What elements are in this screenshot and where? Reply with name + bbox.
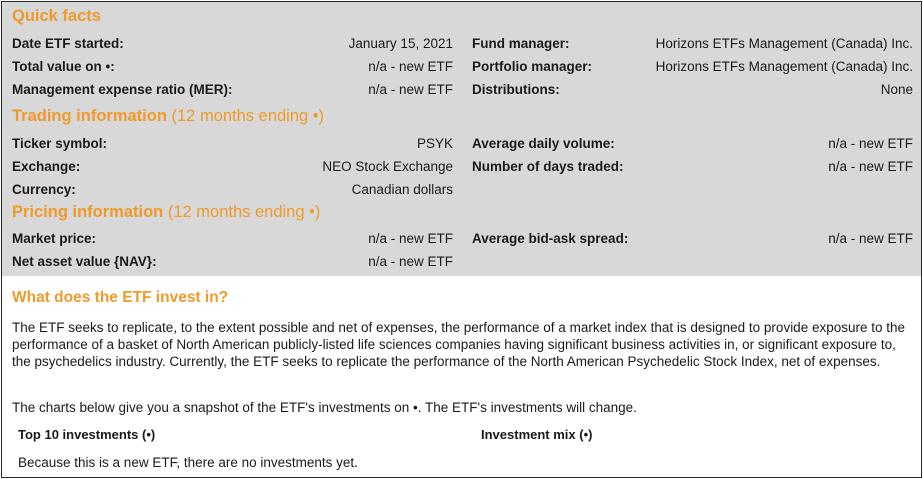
fact-value: n/a - new ETF [368, 59, 453, 74]
fact-value: n/a - new ETF [828, 159, 913, 174]
fact-label: Ticker symbol: [12, 136, 108, 151]
fact-label: Number of days traded: [472, 159, 624, 174]
trading-title: Trading information [12, 107, 167, 125]
fact-label: Portfolio manager: [472, 59, 593, 74]
invest-paragraph: The ETF seeks to replicate, to the exten… [12, 320, 906, 369]
facts-panel: Quick facts Date ETF started: January 15… [2, 2, 921, 276]
fact-label: Average daily volume: [472, 136, 615, 151]
fact-value: n/a - new ETF [368, 82, 453, 97]
fact-value: PSYK [416, 136, 453, 151]
fact-value: None [880, 82, 913, 97]
pricing-subtitle: (12 months ending •) [167, 203, 321, 221]
fact-value: n/a - new ETF [828, 136, 913, 151]
fact-value: January 15, 2021 [348, 36, 453, 51]
quick-facts-title: Quick facts [12, 7, 101, 25]
fact-label: Net asset value {NAV}: [12, 254, 157, 269]
top-10-label: Top 10 investments (•) [18, 427, 156, 442]
fact-label: Exchange: [12, 159, 81, 174]
fact-value: n/a - new ETF [828, 231, 913, 246]
fact-value: n/a - new ETF [368, 231, 453, 246]
fact-label: Average bid-ask spread: [472, 231, 629, 246]
fact-label: Fund manager: [472, 36, 570, 51]
fact-value: Horizons ETFs Management (Canada) Inc. [655, 36, 913, 51]
pricing-heading: Pricing information (12 months ending •) [12, 203, 320, 222]
fact-label: Management expense ratio (MER): [12, 82, 233, 97]
no-investments-note: Because this is a new ETF, there are no … [18, 455, 358, 470]
fact-label: Currency: [12, 182, 76, 197]
fact-label: Total value on •: [12, 59, 115, 74]
fact-label: Distributions: [472, 82, 560, 97]
fact-value: Canadian dollars [351, 182, 453, 197]
snapshot-paragraph: The charts below give you a snapshot of … [12, 400, 637, 415]
fact-label: Date ETF started: [12, 36, 124, 51]
trading-heading: Trading information (12 months ending •) [12, 107, 324, 126]
quick-facts-heading: Quick facts [12, 7, 101, 26]
pricing-title: Pricing information [12, 203, 164, 221]
fact-value: NEO Stock Exchange [322, 159, 453, 174]
invest-heading: What does the ETF invest in? [12, 289, 229, 306]
trading-subtitle: (12 months ending •) [171, 107, 325, 125]
fact-value: n/a - new ETF [368, 254, 453, 269]
investment-mix-label: Investment mix (•) [481, 427, 593, 442]
fact-value: Horizons ETFs Management (Canada) Inc. [655, 59, 913, 74]
fact-label: Market price: [12, 231, 97, 246]
